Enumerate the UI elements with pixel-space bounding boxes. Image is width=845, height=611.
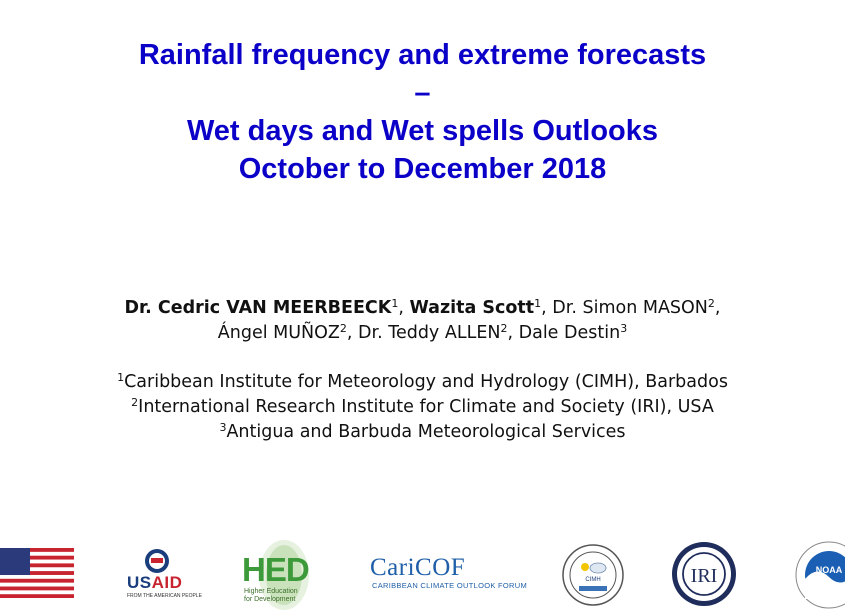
iri-seal-icon: IRI bbox=[671, 541, 737, 607]
author-affil-sup: 1 bbox=[534, 297, 542, 310]
us-flag-logo bbox=[0, 548, 74, 598]
cimh-seal-icon: CIMH bbox=[562, 544, 624, 606]
usaid-tagline: FROM THE AMERICAN PEOPLE bbox=[127, 593, 202, 599]
author-line-1: Dr. Cedric VAN MEERBEECK1, Wazita Scott1… bbox=[124, 297, 721, 318]
noaa-seal-icon: NOAA bbox=[795, 541, 845, 609]
usaid-logo-text: USAID bbox=[127, 573, 183, 592]
author-name: Dr. Cedric VAN MEERBEECK bbox=[124, 298, 392, 318]
author-affil-sup: 2 bbox=[339, 322, 347, 335]
slide-title: Rainfall frequency and extreme forecasts… bbox=[0, 36, 845, 188]
affiliation-1: 1Caribbean Institute for Meteorology and… bbox=[117, 371, 728, 392]
author-name: Dr. Simon MASON bbox=[552, 298, 708, 318]
author-affil-sup: 3 bbox=[620, 322, 628, 335]
author-name: Ángel MUÑOZ bbox=[217, 323, 340, 343]
hed-tagline: Higher Education for Development bbox=[244, 588, 298, 603]
noaa-text: NOAA bbox=[816, 565, 843, 575]
title-line-4: October to December 2018 bbox=[238, 153, 607, 185]
author-name: Wazita Scott bbox=[409, 298, 535, 318]
author-affil-sup: 2 bbox=[707, 297, 715, 310]
iri-text: IRI bbox=[691, 565, 718, 587]
title-line-3: Wet days and Wet spells Outlooks bbox=[186, 115, 659, 147]
author-name: Dr. Teddy ALLEN bbox=[358, 323, 501, 343]
title-line-1: Rainfall frequency and extreme forecasts bbox=[138, 39, 707, 71]
hed-logo-text: HED bbox=[242, 551, 310, 588]
svg-text:CIMH: CIMH bbox=[585, 577, 600, 583]
author-name: Dale Destin bbox=[518, 323, 621, 343]
author-affil-sup: 2 bbox=[500, 322, 508, 335]
caricof-tagline: CARIBBEAN CLIMATE OUTLOOK FORUM bbox=[372, 581, 528, 590]
caricof-logo-text: CariCOF bbox=[370, 554, 466, 581]
separator: , bbox=[398, 298, 410, 318]
affiliation-3: 3Antigua and Barbuda Meteorological Serv… bbox=[219, 421, 626, 442]
usaid-seal-icon bbox=[143, 548, 171, 574]
author-affil-sup: 1 bbox=[391, 297, 399, 310]
separator: , bbox=[541, 298, 553, 318]
separator: , bbox=[507, 323, 519, 343]
affiliation-list: 1Caribbean Institute for Meteorology and… bbox=[0, 370, 845, 445]
author-list: Dr. Cedric VAN MEERBEECK1, Wazita Scott1… bbox=[0, 296, 845, 346]
title-line-2: – bbox=[414, 77, 431, 109]
affiliation-2: 2International Research Institute for Cl… bbox=[131, 396, 714, 417]
separator: , bbox=[346, 323, 359, 343]
hed-logo-icon bbox=[258, 539, 310, 611]
author-line-2: Ángel MUÑOZ2, Dr. Teddy ALLEN2, Dale Des… bbox=[0, 321, 845, 346]
